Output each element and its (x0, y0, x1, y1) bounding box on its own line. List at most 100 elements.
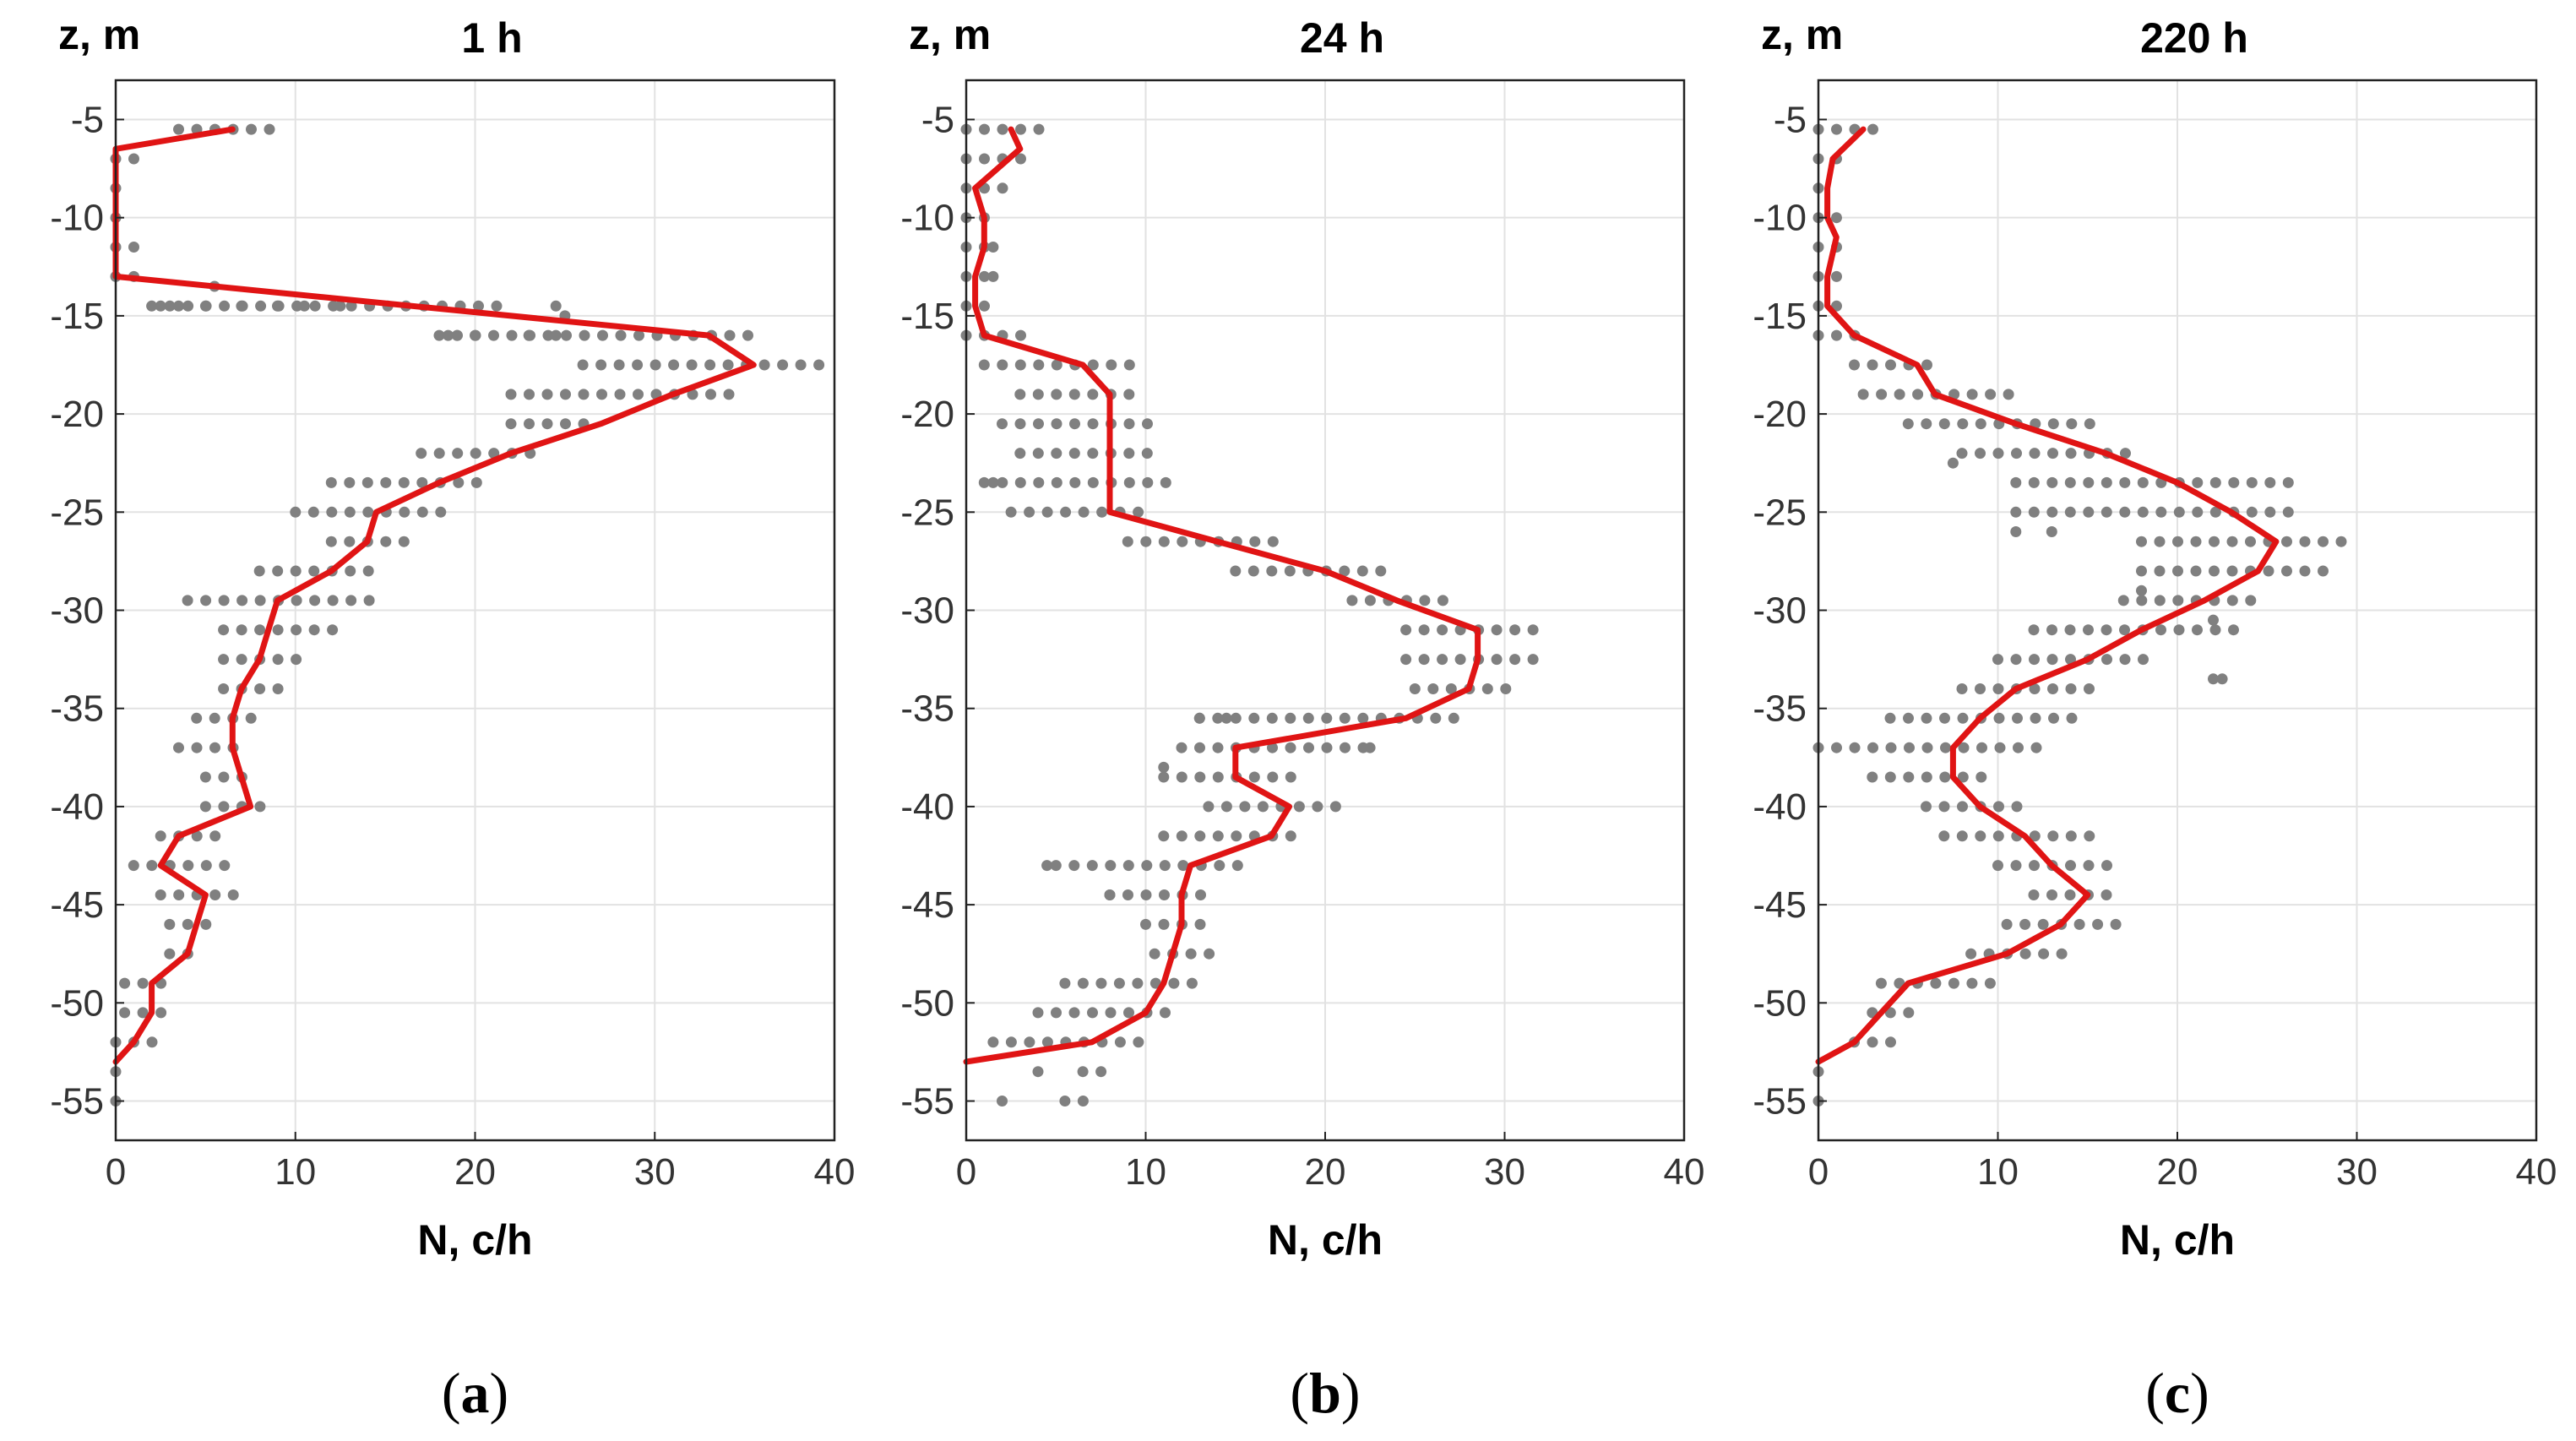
scatter-point (290, 565, 302, 577)
scatter-series (1812, 123, 2347, 1107)
scatter-point (1123, 476, 1135, 488)
scatter-point (1247, 565, 1259, 577)
scatter-series (960, 123, 1539, 1107)
scatter-point (362, 506, 374, 518)
scatter-point (1985, 389, 1997, 400)
scatter-point (1419, 595, 1431, 606)
scatter-point (1831, 270, 1842, 282)
scatter-point (1068, 389, 1080, 400)
panel-label: (b) (1290, 1361, 1360, 1425)
scatter-point (1212, 742, 1224, 753)
scatter-point (1123, 1007, 1134, 1019)
scatter-point (1375, 565, 1387, 577)
scatter-point (2083, 506, 2095, 518)
panel-label-letter: b (1309, 1361, 1341, 1425)
scatter-point (1445, 683, 1457, 694)
scatter-point (1938, 801, 1950, 813)
y-tick-label: -35 (50, 688, 104, 730)
x-tick-label: 20 (1305, 1151, 1346, 1193)
scatter-point (327, 595, 339, 606)
scatter-point (2155, 624, 2166, 636)
scatter-point (1249, 536, 1261, 547)
scatter-point (987, 242, 999, 253)
scatter-point (2012, 712, 2023, 724)
scatter-point (2065, 683, 2077, 694)
scatter-point (2282, 506, 2294, 518)
y-tick-label: -25 (50, 492, 104, 533)
y-tick-label: -55 (50, 1081, 104, 1123)
scatter-point (218, 624, 230, 636)
scatter-point (2100, 624, 2112, 636)
scatter-point (2056, 948, 2068, 960)
x-tick-label: 30 (2336, 1151, 2378, 1193)
scatter-point (2028, 624, 2040, 636)
scatter-point (488, 329, 499, 341)
y-tick-label: -50 (50, 982, 104, 1024)
scatter-point (1356, 565, 1368, 577)
scatter-point (1051, 389, 1062, 400)
scatter-point (997, 359, 1008, 371)
x-tick-label: 0 (106, 1151, 126, 1193)
y-tick-label: -45 (1753, 884, 1807, 926)
scatter-point (1113, 977, 1125, 989)
scatter-point (2209, 476, 2221, 488)
scatter-point (1069, 476, 1081, 488)
scatter-point (2228, 624, 2239, 636)
scatter-point (1106, 359, 1117, 371)
scatter-point (2010, 476, 2022, 488)
x-axis-label: N, c/h (1268, 1216, 1383, 1264)
scatter-point (1051, 359, 1062, 371)
scatter-point (2083, 476, 2095, 488)
y-tick-label: -50 (1753, 982, 1807, 1024)
scatter-point (506, 329, 518, 341)
scatter-point (1921, 359, 1932, 371)
scatter-point (649, 359, 661, 371)
scatter-point (2264, 476, 2276, 488)
scatter-point (1078, 506, 1090, 518)
chart-title: 24 h (1300, 14, 1384, 62)
scatter-point (1875, 977, 1887, 989)
scatter-point (1140, 889, 1152, 900)
scatter-point (2084, 830, 2095, 842)
scatter-point (344, 536, 356, 547)
scatter-point (218, 801, 230, 813)
scatter-point (1087, 359, 1099, 371)
scatter-point (1975, 683, 1986, 694)
scatter-point (1141, 448, 1153, 459)
scatter-point (2209, 506, 2221, 518)
scatter-point (1051, 448, 1062, 459)
scatter-point (2119, 624, 2130, 636)
scatter-point (155, 889, 166, 900)
scatter-point (307, 506, 319, 518)
scatter-point (1957, 712, 1969, 724)
scatter-point (173, 123, 184, 135)
scatter-point (1015, 329, 1026, 341)
scatter-point (1114, 1036, 1126, 1048)
scatter-point (1014, 389, 1026, 400)
scatter-point (1339, 565, 1350, 577)
scatter-point (1005, 1036, 1017, 1048)
scatter-point (1050, 860, 1062, 872)
scatter-point (1938, 830, 1950, 842)
scatter-point (2101, 860, 2112, 872)
scatter-point (2046, 506, 2058, 518)
scatter-point (2190, 565, 2202, 577)
scatter-point (2136, 595, 2148, 606)
scatter-point (1867, 771, 1878, 783)
y-tick-label: -30 (1753, 590, 1807, 632)
scatter-point (2172, 595, 2184, 606)
scatter-point (2048, 712, 2059, 724)
scatter-point (542, 329, 554, 341)
scatter-point (1158, 771, 1170, 783)
scatter-point (236, 300, 247, 312)
scatter-point (1014, 359, 1026, 371)
scatter-point (362, 565, 374, 577)
scatter-point (505, 389, 517, 400)
chart-panel-a: 0 10 20 30 40 -5 -10 -15 -20 -25 -30 -35 -40 -45 -50 -5… (50, 11, 855, 1425)
scatter-point (597, 329, 608, 341)
scatter-point (1418, 654, 1430, 666)
scatter-point (2028, 506, 2040, 518)
scatter-point (979, 123, 990, 135)
scatter-point (173, 742, 184, 753)
scatter-point (1437, 595, 1448, 606)
